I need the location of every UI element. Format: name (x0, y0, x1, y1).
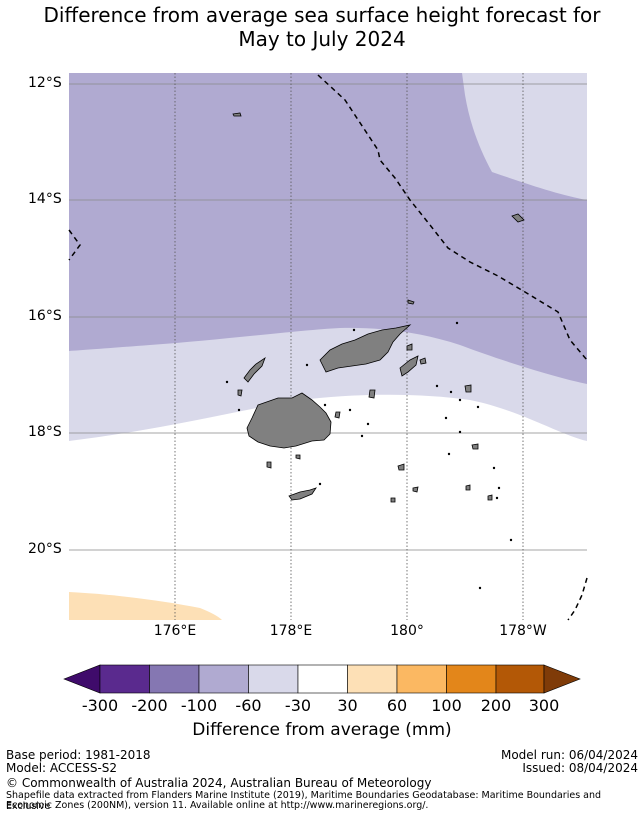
islet-lau-1 (368, 389, 376, 399)
base-period: Base period: 1981-2018 (6, 748, 151, 762)
reef-dot (435, 384, 439, 388)
colorbar-segment (198, 664, 249, 694)
taveuni-island (399, 355, 419, 377)
islet-lau-10 (406, 343, 413, 351)
reef-dot (360, 434, 364, 438)
colorbar-segment (396, 664, 447, 694)
lat-label-12s: 12°S (28, 75, 62, 91)
reef-dot (509, 538, 513, 542)
lat-label-20s: 20°S (28, 541, 62, 557)
reef-dot (225, 380, 229, 384)
colorbar-label: Difference from average (mm) (192, 720, 452, 740)
title-line-2: May to July 2024 (238, 27, 406, 51)
islet-lau-7 (464, 384, 472, 393)
reef-dots (225, 321, 513, 590)
colorbar-tick: -200 (131, 696, 168, 715)
colorbar-extend-low (63, 664, 101, 694)
colorbar-tick: 200 (480, 696, 512, 715)
reef-dot (497, 486, 501, 490)
eez-line-west (68, 229, 81, 261)
islet-lau-9 (419, 357, 427, 365)
colorbar-tick: -100 (180, 696, 218, 715)
colorbar-tick: 30 (337, 696, 358, 715)
colorbar-segment (248, 664, 299, 694)
islet-south-1 (295, 454, 301, 460)
reef-dot (237, 408, 241, 412)
kadavu-island (288, 487, 317, 501)
islet-south-2 (390, 497, 396, 503)
reef-dot (458, 430, 462, 434)
reef-dot (478, 586, 482, 590)
reef-dot (366, 422, 370, 426)
copyright-notice: © Commonwealth of Australia 2024, Austra… (6, 776, 432, 790)
islet-ne-1 (511, 213, 525, 223)
eez-line-southeast (567, 577, 588, 621)
islet-lau-5 (465, 484, 471, 491)
title-line-1: Difference from average sea surface heig… (43, 3, 601, 27)
islet-lau-6 (471, 443, 479, 450)
lon-label-180: 180° (390, 623, 424, 639)
band-30-60-region (69, 592, 222, 620)
islet-lau-8 (487, 494, 493, 501)
reef-dot (449, 390, 453, 394)
colorbar-extend-high (543, 664, 581, 694)
colorbar-tick: 60 (386, 696, 408, 715)
shapefile-credit-line-1: Shapefile data extracted from Flanders M… (6, 790, 602, 812)
model-name: Model: ACCESS-S2 (6, 761, 118, 775)
reef-dot (495, 496, 499, 500)
colorbar-tick: -60 (235, 696, 262, 715)
land-masses (232, 112, 525, 503)
model-run: Model run: 06/04/2024 (500, 748, 638, 762)
lat-label-16s: 16°S (28, 308, 62, 324)
vanua-levu-island (319, 324, 412, 373)
viti-levu-island (246, 392, 332, 449)
colorbar-segment (446, 664, 497, 694)
band-minus60-minus100-region (69, 73, 587, 384)
reef-dot (447, 452, 451, 456)
colorbar (63, 664, 581, 694)
reef-dot (492, 466, 496, 470)
yasawa-group (243, 356, 266, 383)
shapefile-credit-line-2: Economic Zones (200NM), version 11. Avai… (6, 800, 429, 811)
reef-dot (305, 363, 309, 367)
reef-dot (348, 408, 352, 412)
colorbar-segment (149, 664, 200, 694)
colorbar-tick: -300 (81, 696, 119, 715)
reef-dot (352, 328, 356, 332)
map-panel (68, 73, 588, 621)
issued-date: Issued: 08/04/2024 (522, 761, 638, 775)
lat-gridlines (69, 83, 587, 551)
colorbar-segment (99, 664, 150, 694)
islet-lau-4 (412, 486, 419, 493)
lat-label-14s: 14°S (28, 191, 62, 207)
chart-title: Difference from average sea surface heig… (0, 3, 644, 51)
eez-boundary (68, 74, 588, 621)
lat-label-18s: 18°S (28, 424, 62, 440)
colorbar-segment (495, 664, 545, 694)
lon-label-176e: 176°E (153, 623, 197, 639)
reef-dot (318, 482, 322, 486)
islet-west-2 (237, 389, 243, 397)
reef-dot (455, 321, 459, 325)
reef-dot (323, 403, 327, 407)
lon-label-178w: 178°W (499, 623, 547, 639)
islet-lau-3 (334, 411, 341, 419)
colorbar-segment (297, 664, 348, 694)
lon-label-178e: 178°E (269, 623, 313, 639)
colorbar-tick: -30 (284, 696, 312, 715)
islet-ne-2 (407, 299, 415, 305)
reef-dot (476, 405, 480, 409)
reef-dot (444, 416, 448, 420)
colorbar-segment (347, 664, 398, 694)
islet-north (232, 112, 242, 117)
reef-dot (458, 398, 462, 402)
islet-lau-2 (397, 463, 405, 471)
colorbar-tick: 300 (528, 696, 560, 715)
islet-west-1 (266, 461, 272, 469)
colorbar-tick: 100 (431, 696, 462, 715)
